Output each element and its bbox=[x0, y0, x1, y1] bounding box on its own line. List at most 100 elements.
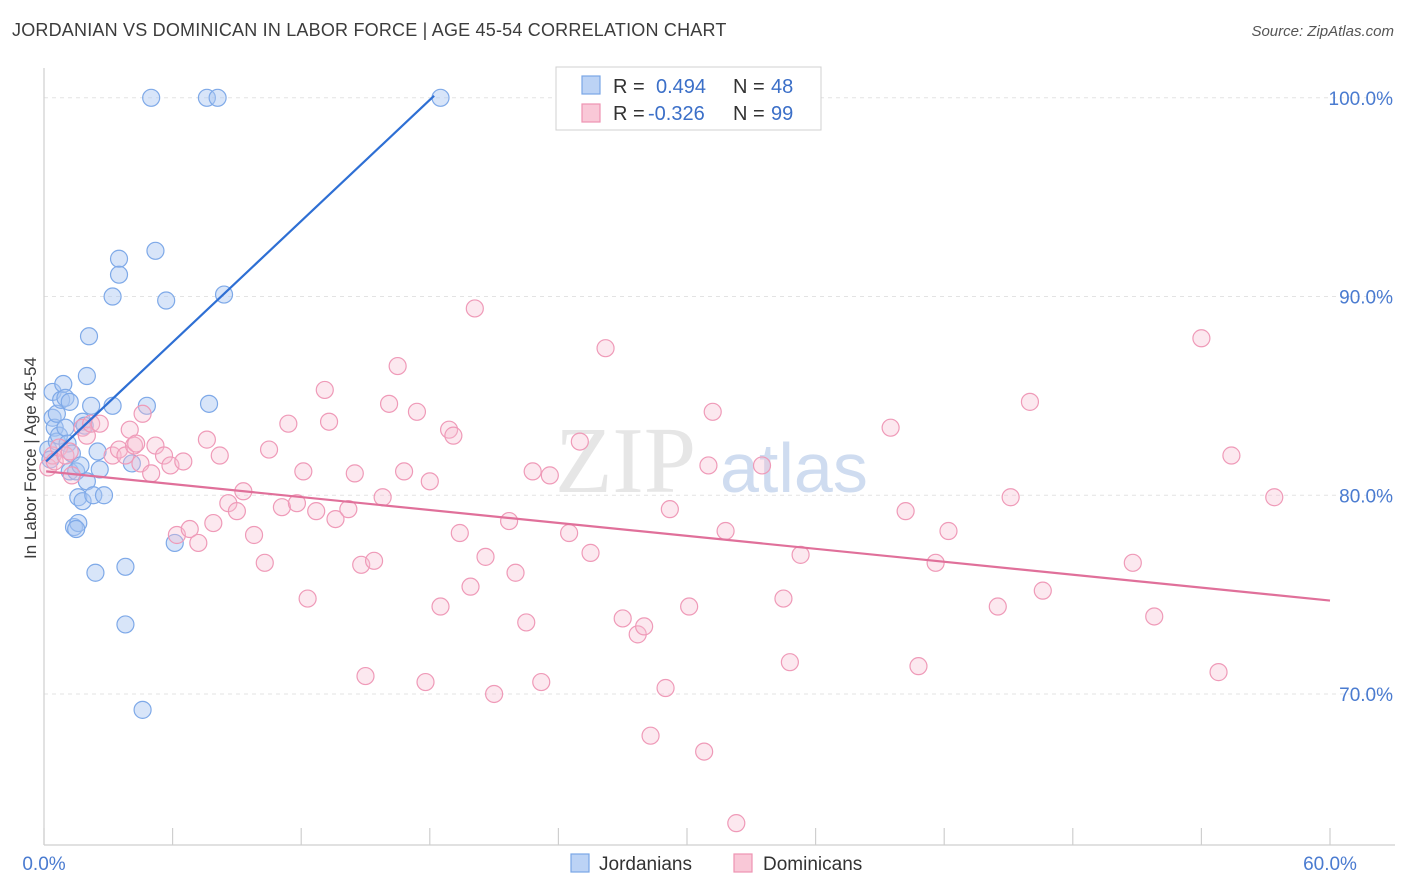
dominican-point bbox=[379, 394, 399, 413]
dominican-point bbox=[532, 672, 551, 692]
y-tick-label: 70.0% bbox=[1339, 685, 1393, 706]
dominican-point bbox=[1209, 663, 1228, 682]
dominican-point bbox=[127, 434, 146, 453]
dominican-point bbox=[339, 500, 358, 519]
jordanian-point bbox=[88, 442, 107, 461]
trend-lines bbox=[45, 95, 1331, 602]
chart-title: JORDANIAN VS DOMINICAN IN LABOR FORCE | … bbox=[12, 20, 727, 40]
correlation-legend: R = 0.494 N = 48 R = -0.326 N = 99 bbox=[555, 66, 822, 131]
dominican-point bbox=[90, 414, 109, 433]
dominican-point bbox=[77, 426, 96, 445]
dominican-point bbox=[939, 521, 958, 541]
dominicans-points bbox=[39, 299, 1284, 833]
dominican-point bbox=[388, 356, 407, 376]
jordanian-point bbox=[103, 287, 122, 306]
jordanian-point bbox=[431, 88, 450, 107]
dominican-point bbox=[703, 402, 722, 421]
jordanian-point bbox=[146, 241, 165, 260]
dominican-point bbox=[1192, 329, 1211, 348]
y-tick-label: 80.0% bbox=[1339, 486, 1393, 507]
dominican-point bbox=[926, 553, 945, 572]
dominican-point bbox=[780, 653, 799, 672]
y-axis-label: In Labor Force | Age 45-54 bbox=[21, 357, 40, 559]
dominican-point bbox=[189, 533, 208, 553]
bottom-legend-swatch-jordanians bbox=[570, 853, 590, 873]
dominican-point bbox=[154, 446, 174, 465]
dominican-point bbox=[345, 464, 364, 483]
jordanian-point bbox=[54, 374, 73, 394]
jordanian-point bbox=[77, 366, 96, 386]
dominican-point bbox=[298, 589, 317, 608]
dominican-point bbox=[881, 418, 900, 437]
jordanian-point bbox=[142, 88, 161, 107]
jordanian-point bbox=[60, 392, 79, 411]
legend-r-label-1: R = bbox=[613, 76, 645, 98]
jordanian-trend-line bbox=[45, 95, 435, 463]
dominican-point bbox=[909, 657, 928, 676]
dominican-point bbox=[255, 553, 274, 572]
dominican-point bbox=[1123, 553, 1142, 572]
dominican-point bbox=[356, 666, 375, 686]
jordanian-point bbox=[90, 460, 109, 479]
jordanian-point bbox=[208, 88, 227, 107]
dominican-point bbox=[896, 502, 915, 521]
dominican-point bbox=[680, 597, 699, 616]
dominican-point bbox=[695, 742, 714, 761]
dominican-point bbox=[244, 525, 264, 545]
jordanian-point bbox=[116, 615, 135, 634]
dominican-point bbox=[727, 814, 746, 833]
chart-source: Source: ZipAtlas.com bbox=[1251, 23, 1394, 40]
dominican-point bbox=[416, 672, 435, 692]
dominican-point bbox=[461, 577, 480, 596]
jordanian-point bbox=[73, 492, 92, 511]
bottom-legend-swatch-dominicans bbox=[733, 853, 753, 873]
dominican-point bbox=[60, 442, 79, 461]
dominican-point bbox=[407, 402, 427, 421]
dominican-point bbox=[315, 380, 334, 400]
jordanian-point bbox=[47, 404, 66, 423]
dominican-point bbox=[259, 440, 279, 459]
dominican-point bbox=[279, 414, 298, 433]
dominican-point bbox=[197, 430, 216, 449]
jordanian-point bbox=[94, 486, 114, 505]
dominican-point bbox=[613, 609, 632, 628]
dominican-point bbox=[1222, 446, 1241, 465]
dominican-point bbox=[394, 462, 414, 481]
dominican-point bbox=[210, 446, 229, 465]
y-tick-label: 90.0% bbox=[1339, 288, 1393, 309]
dominican-point bbox=[450, 523, 469, 543]
dominican-point bbox=[1020, 392, 1040, 411]
jordanian-point bbox=[109, 265, 129, 284]
dominican-point bbox=[540, 466, 559, 485]
dominican-point bbox=[570, 432, 589, 451]
dominican-point bbox=[1145, 607, 1164, 626]
gridlines bbox=[44, 97, 1395, 695]
dominican-point bbox=[204, 513, 223, 533]
dominican-point bbox=[133, 404, 152, 423]
dominican-point bbox=[272, 498, 292, 517]
watermark-zip: ZIP bbox=[555, 409, 696, 513]
dominican-point bbox=[517, 613, 536, 632]
jordanian-point bbox=[116, 557, 135, 576]
legend-r-value-1: 0.494 bbox=[656, 76, 706, 98]
legend-n-label-2: N = bbox=[733, 103, 765, 125]
dominican-point bbox=[1001, 488, 1020, 507]
legend-swatch-dominicans bbox=[581, 103, 601, 123]
legend-r-value-2: -0.326 bbox=[648, 103, 705, 125]
axes: 0.0% 60.0% 100.0% 90.0% 80.0% 70.0% bbox=[22, 68, 1395, 875]
dominican-point bbox=[142, 464, 161, 483]
dominican-point bbox=[485, 684, 504, 704]
jordanian-point bbox=[56, 418, 75, 437]
dominican-point bbox=[227, 502, 246, 521]
jordanian-point bbox=[199, 394, 219, 413]
legend-swatch-jordanians bbox=[581, 75, 601, 95]
bottom-legend-dominicans: Dominicans bbox=[763, 854, 862, 875]
jordanian-point bbox=[67, 519, 86, 539]
dominican-point bbox=[373, 488, 392, 507]
dominican-point bbox=[506, 563, 525, 582]
dominican-point bbox=[656, 678, 675, 698]
dominican-point bbox=[641, 726, 660, 745]
jordanian-point bbox=[82, 396, 101, 415]
jordanian-point bbox=[86, 563, 105, 582]
